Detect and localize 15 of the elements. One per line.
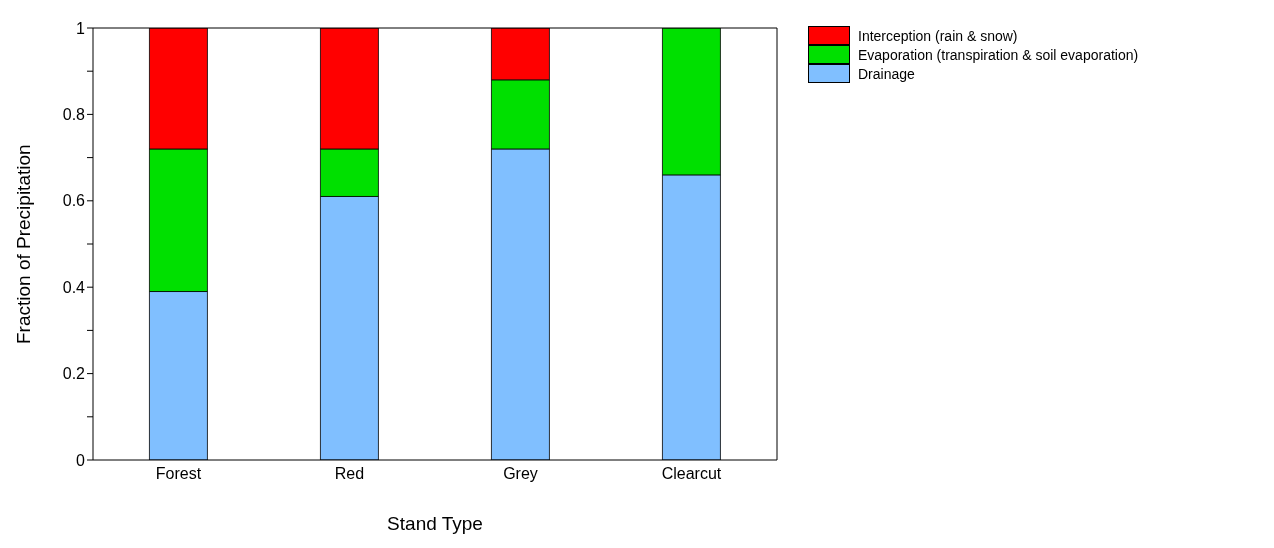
legend-label: Evaporation (transpiration & soil evaporation) <box>858 46 1139 63</box>
legend-label: Interception (rain & snow) <box>858 27 1018 44</box>
y-tick-label: 1 <box>76 19 86 37</box>
x-tick-label: Forest <box>155 465 202 483</box>
y-axis-title: Fraction of Precipitation <box>12 144 34 344</box>
y-tick-label: 0.4 <box>62 278 86 296</box>
x-axis-title: Stand Type <box>387 513 483 534</box>
x-tick-label: Red <box>334 465 365 483</box>
legend-label: Drainage <box>858 65 915 82</box>
y-tick-label: 0.2 <box>62 365 86 383</box>
x-tick-label: Clearcut <box>661 465 722 483</box>
y-tick-label: 0 <box>76 451 86 469</box>
y-tick-label: 0.8 <box>62 106 86 124</box>
x-tick-label: Grey <box>503 465 538 483</box>
y-tick-label: 0.6 <box>62 192 86 210</box>
